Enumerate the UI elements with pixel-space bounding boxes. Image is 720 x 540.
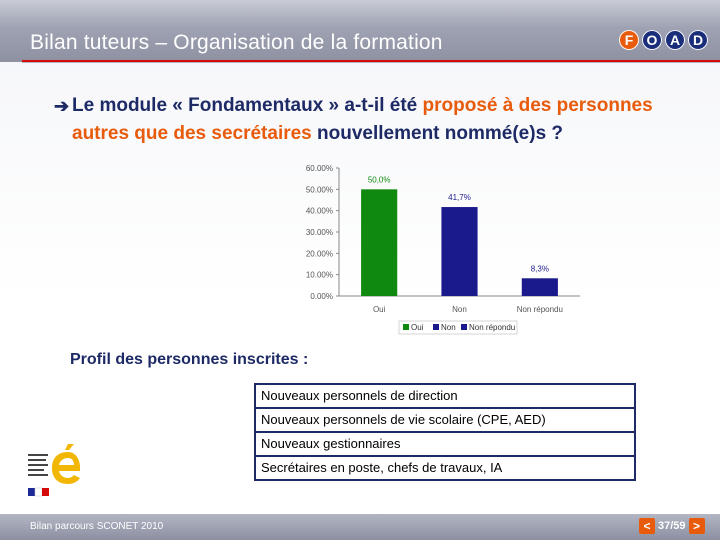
page-title: Bilan tuteurs – Organisation de la forma… (30, 31, 443, 54)
page-number: 37/59 (658, 520, 686, 532)
question-text-part: Le module « Fondamentaux » a-t-il été (72, 95, 423, 116)
ministry-logo (28, 444, 81, 497)
profil-row: Nouveaux personnels de vie scolaire (CPE… (256, 409, 634, 433)
profil-row: Nouveaux gestionnaires (256, 433, 634, 457)
legend-box (398, 320, 518, 335)
data-label: 50,0% (368, 175, 391, 184)
foad-logo-letter: O (642, 30, 662, 50)
question-text-highlight: proposé à des personnes autres que des s… (72, 95, 653, 144)
y-tick-label: 10.00% (306, 271, 333, 280)
data-label: 41,7% (448, 193, 471, 202)
y-tick-label: 0.00% (310, 292, 333, 301)
foad-logo-letter: A (665, 30, 685, 50)
bar-chart: 0.00% 10.00% 20.00% 30.00% 40.00% 50.00% 60.00… (306, 164, 580, 335)
y-tick-label: 40.00% (306, 207, 333, 216)
ministry-logo-text-lines (28, 454, 48, 476)
republic-flag-icon (28, 487, 49, 497)
next-slide-button[interactable]: > (688, 518, 705, 534)
letter-e-logo-shape (52, 452, 81, 484)
y-tick-label: 50.00% (306, 185, 333, 194)
profil-row: Secrétaires en poste, chefs de travaux, … (256, 457, 634, 479)
question-block: ➔ Le module « Fondamentaux » a-t-il été … (54, 92, 704, 148)
header-bar (0, 0, 720, 62)
footer-text: Bilan parcours SCONET 2010 (30, 521, 164, 532)
x-tick-label: Oui (373, 305, 386, 314)
foad-logo-letter: D (688, 30, 708, 50)
question-text-part: nouvellement nommé(e)s ? (311, 123, 564, 144)
legend-swatch (433, 324, 439, 330)
question-text: Le module « Fondamentaux » a-t-il été pr… (54, 92, 704, 148)
legend-label: Oui (411, 323, 424, 332)
y-tick-label: 60.00% (306, 164, 333, 173)
profil-row: Nouveaux personnels de direction (256, 385, 634, 409)
x-tick-label: Non répondu (517, 305, 563, 314)
arrow-icon: ➔ (54, 96, 70, 116)
y-tick-label: 30.00% (306, 228, 333, 237)
foad-logo: F O A D (619, 30, 708, 50)
legend-swatch (403, 324, 409, 330)
profil-table: Nouveaux personnels de direction Nouveau… (254, 383, 636, 481)
x-tick-label: Non (452, 305, 467, 314)
profil-title: Profil des personnes inscrites : (70, 351, 309, 368)
previous-slide-button[interactable]: < (639, 518, 655, 534)
foad-logo-letter: F (619, 30, 639, 50)
y-tick-label: 20.00% (306, 249, 333, 258)
bar (361, 189, 398, 296)
data-label: 8,3% (531, 264, 549, 273)
legend-label: Non répondu (469, 323, 515, 332)
header-divider (22, 60, 720, 62)
header-divider-shadow (22, 62, 720, 63)
legend-swatch (461, 324, 467, 330)
pager: < 37/59 > (639, 518, 705, 534)
accent-mark (65, 444, 74, 450)
legend-label: Non (441, 323, 456, 332)
footer-bar (0, 514, 720, 540)
bar (521, 278, 558, 296)
bar (441, 207, 478, 296)
